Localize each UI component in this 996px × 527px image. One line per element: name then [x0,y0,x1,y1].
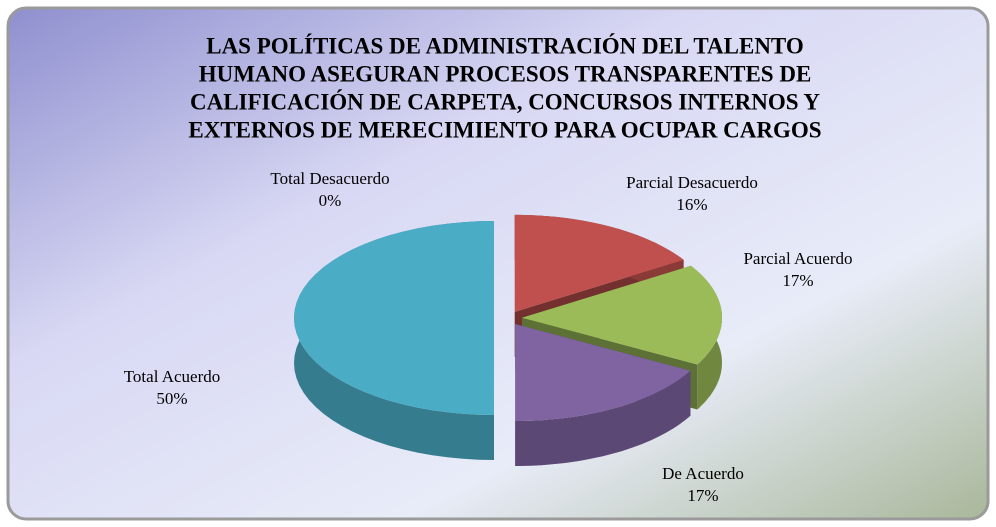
slice [514,214,684,312]
chart-title: CALIFICACIÓN DE CARPETA, CONCURSOS INTER… [190,88,820,114]
category-label: Total Desacuerdo [270,169,389,188]
title-group: LAS POLÍTICAS DE ADMINISTRACIÓN DEL TALE… [188,32,821,142]
pie-tops [294,214,722,421]
value-label: 16% [676,195,707,214]
value-label: 17% [782,271,813,290]
value-label: 50% [156,389,187,408]
value-label: 0% [319,191,342,210]
slice [515,324,691,421]
chart-frame [6,6,990,521]
category-label: Total Acuerdo [124,367,221,386]
chart-title: EXTERNOS DE MERECIMIENTO PARA OCUPAR CAR… [188,117,821,142]
labels: Total Desacuerdo 0% Parcial Desacuerdo 16% P… [124,169,853,505]
category-label: Parcial Acuerdo [743,249,852,268]
chart-title: HUMANO ASEGURAN PROCESOS TRANSPARENTES D… [199,61,812,86]
chart-title: LAS POLÍTICAS DE ADMINISTRACIÓN DEL TALE… [206,32,804,58]
slice-wall [515,370,691,466]
category-label: Parcial Desacuerdo [626,173,758,192]
slice [522,265,722,365]
value-label: 17% [687,486,718,505]
category-label: De Acuerdo [662,464,744,483]
slice [294,221,494,415]
